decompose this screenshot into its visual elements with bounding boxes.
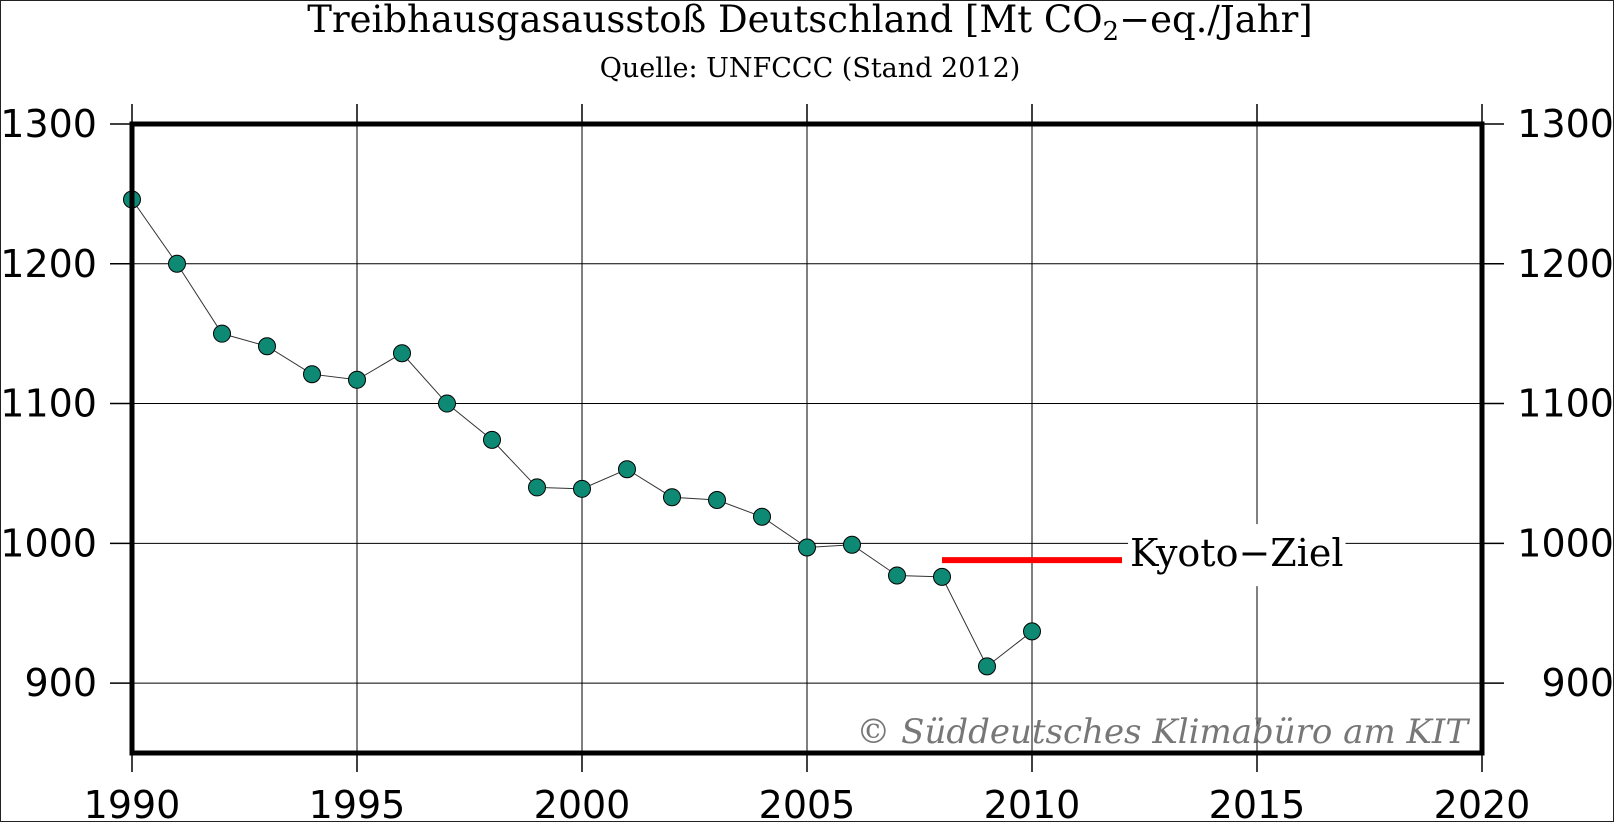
chart-title-subscript: 2 xyxy=(1103,17,1120,47)
x-tick-label: 2005 xyxy=(759,783,856,822)
credit-text: © Süddeutsches Klimabüro am KIT xyxy=(856,712,1470,752)
data-point xyxy=(258,337,276,356)
x-tick-label: 1990 xyxy=(84,783,181,822)
y-tick-label-right: 1300 xyxy=(1517,102,1614,146)
data-point xyxy=(528,478,546,497)
y-tick-label-right: 1100 xyxy=(1517,382,1614,426)
data-point xyxy=(573,479,591,498)
kyoto-label-background xyxy=(1128,524,1346,587)
tick-labels: 1990 1995 2000 2005 2010 2015 2020 900 900 1000 10… xyxy=(0,102,1614,822)
data-point xyxy=(888,566,906,585)
data-point xyxy=(438,394,456,413)
data-point xyxy=(213,324,231,343)
x-tick-label: 2020 xyxy=(1434,783,1531,822)
data-point xyxy=(753,507,771,526)
data-point xyxy=(798,538,816,557)
x-tick-label: 2010 xyxy=(984,783,1081,822)
y-tick-label-right: 1200 xyxy=(1517,242,1614,286)
data-point xyxy=(978,657,996,676)
chart-title-main: Treibhausgasausstoß Deutschland [Mt CO xyxy=(307,0,1102,41)
x-tick-label: 2015 xyxy=(1209,783,1306,822)
data-point xyxy=(168,254,186,273)
data-point xyxy=(348,370,366,389)
y-tick-label-right: 900 xyxy=(1541,661,1614,705)
grid-lines xyxy=(132,124,1482,753)
data-point xyxy=(1023,622,1041,641)
chart-title-end: −eq./Jahr] xyxy=(1119,0,1313,41)
plot-frame xyxy=(129,121,1485,756)
y-tick-label-right: 1000 xyxy=(1517,521,1614,565)
x-tick-label: 2000 xyxy=(534,783,631,822)
data-point xyxy=(663,488,681,507)
data-point xyxy=(393,344,411,363)
data-point xyxy=(933,567,951,586)
y-tick-label-left: 1200 xyxy=(0,242,97,286)
series-emissions xyxy=(123,190,1041,676)
data-point xyxy=(618,460,636,479)
data-point xyxy=(708,491,726,510)
kyoto-target-label: Kyoto−Ziel xyxy=(1130,531,1344,575)
y-tick-label-left: 900 xyxy=(24,661,97,705)
data-point xyxy=(843,535,861,554)
y-tick-label-left: 1000 xyxy=(0,521,97,565)
y-tick-label-left: 1100 xyxy=(0,382,97,426)
data-point xyxy=(303,365,321,384)
kyoto-target: Kyoto−Ziel xyxy=(942,524,1346,587)
axis-ticks xyxy=(110,104,1504,772)
y-tick-label-left: 1300 xyxy=(0,102,97,146)
x-tick-label: 1995 xyxy=(309,783,406,822)
data-point xyxy=(483,430,501,449)
chart-title: Treibhausgasausstoß Deutschland [Mt CO2−… xyxy=(307,0,1312,47)
chart-subtitle: Quelle: UNFCCC (Stand 2012) xyxy=(600,53,1021,84)
